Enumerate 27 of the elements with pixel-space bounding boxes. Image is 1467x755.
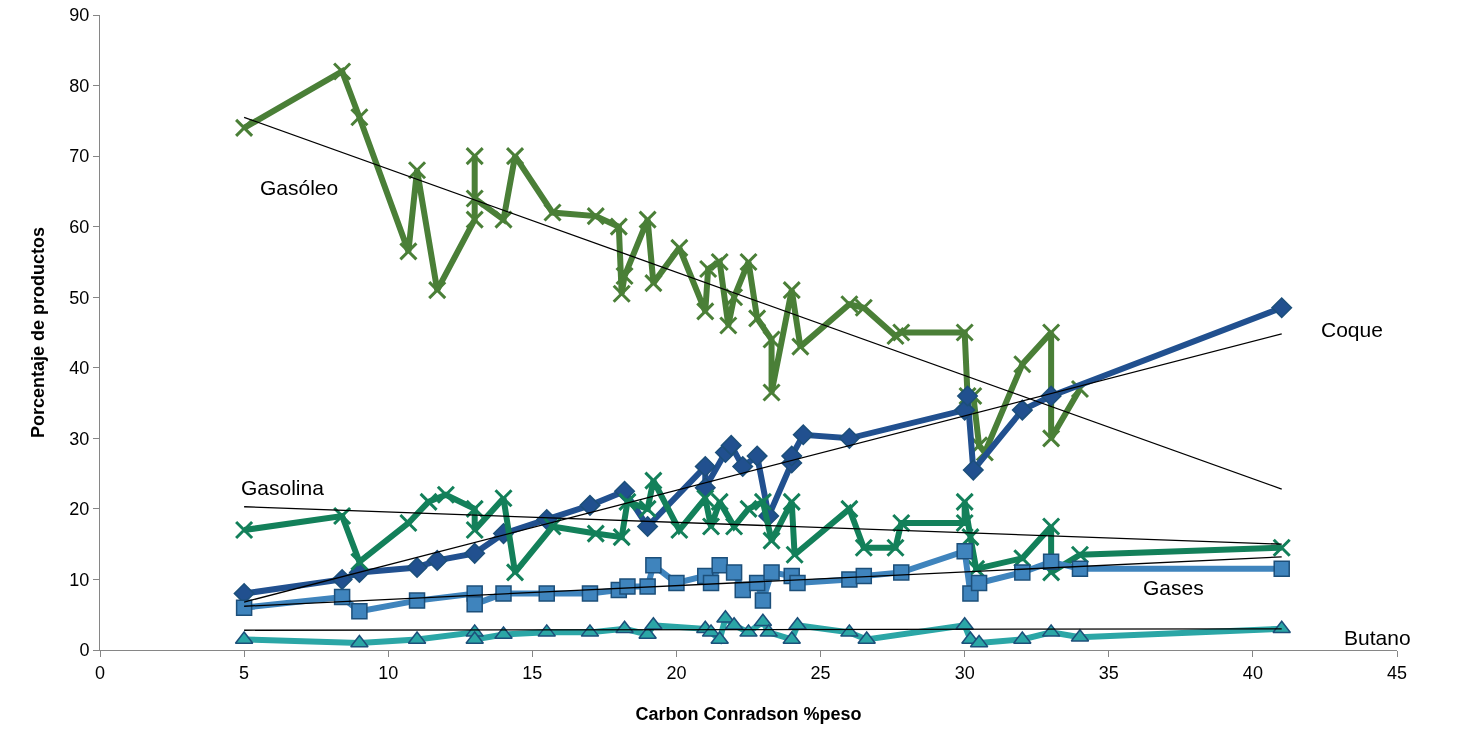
y-tick-label: 50: [69, 287, 90, 308]
y-tick-label: 70: [69, 146, 90, 167]
x-tick-label: 45: [1386, 662, 1408, 683]
x-tick-label: 5: [239, 662, 250, 683]
y-tick-label: 0: [79, 640, 90, 661]
y-tick-label: 90: [69, 5, 90, 26]
series-label: Coque: [1321, 318, 1383, 341]
series-label: Gasóleo: [260, 176, 339, 199]
x-tick-label: 40: [1242, 662, 1263, 683]
x-axis-title: Carbon Conradson %peso: [635, 703, 862, 724]
series-label: Gasolina: [241, 476, 325, 499]
x-tick-label: 30: [954, 662, 975, 683]
series-label: Gases: [1143, 576, 1204, 599]
text: Butano: [1344, 626, 1411, 649]
x-tick-label: 35: [1098, 662, 1119, 683]
x-tick-label: 15: [522, 662, 543, 683]
y-axis-title: Porcentaje de productos: [27, 226, 48, 439]
x-tick-label: 0: [94, 662, 106, 683]
y-tick-label: 20: [69, 499, 90, 520]
x-tick-label: 20: [666, 662, 687, 683]
x-tick-label: 25: [810, 662, 831, 683]
y-tick-label: 60: [69, 216, 90, 237]
y-tick-label: 10: [69, 569, 90, 590]
y-tick-label: 30: [69, 428, 90, 449]
x-tick-label: 10: [378, 662, 399, 683]
y-tick-label: 40: [69, 358, 90, 379]
y-tick-label: 80: [69, 75, 90, 96]
